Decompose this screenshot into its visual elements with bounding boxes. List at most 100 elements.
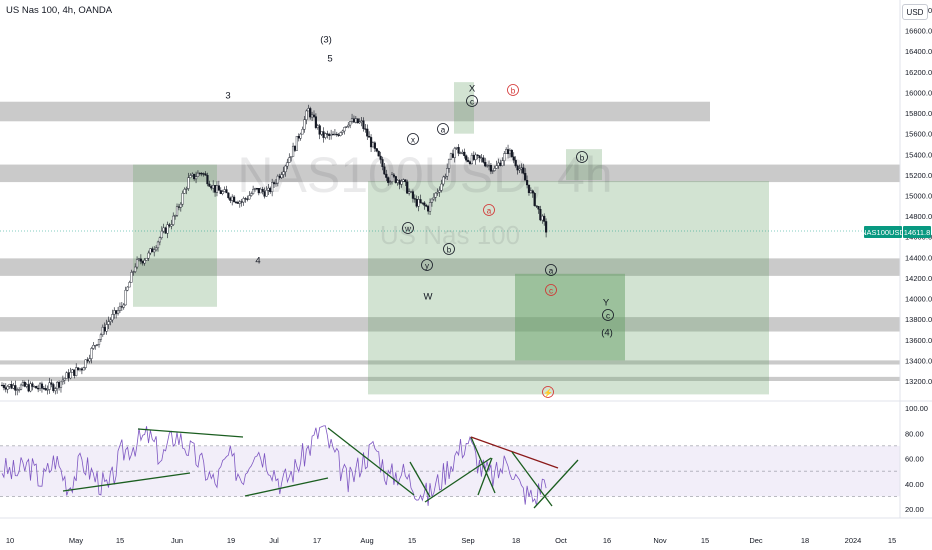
- candle: [447, 158, 451, 169]
- candle: [248, 195, 251, 200]
- candle: [465, 155, 468, 161]
- candle: [23, 382, 26, 387]
- candle: [0, 384, 4, 387]
- candle: [219, 190, 222, 194]
- candle: [48, 382, 51, 390]
- candles[interactable]: [0, 104, 548, 396]
- candle: [113, 310, 116, 315]
- candle: [463, 151, 466, 156]
- candle: [38, 383, 42, 389]
- rsi-pane[interactable]: [0, 425, 900, 506]
- candle: [478, 155, 481, 159]
- candle: [242, 198, 245, 203]
- candle: [42, 388, 45, 390]
- candle: [373, 142, 376, 149]
- candle: [476, 154, 479, 156]
- candle: [436, 191, 439, 194]
- candle: [503, 153, 506, 161]
- candle: [4, 387, 7, 390]
- price-pane[interactable]: [0, 0, 900, 400]
- trendline[interactable]: [470, 436, 559, 469]
- candle: [379, 155, 382, 160]
- trendline[interactable]: [477, 457, 493, 496]
- candle: [518, 168, 521, 171]
- candle: [303, 119, 306, 130]
- price-tick-label: 13600.0: [905, 336, 932, 345]
- candle: [6, 386, 9, 390]
- candle: [480, 157, 483, 159]
- wave-label: c: [470, 97, 474, 106]
- rsi-line: [1, 425, 547, 506]
- price-zones: [0, 82, 900, 395]
- candle: [352, 118, 356, 123]
- price-tick-label: 15600.0: [905, 130, 932, 139]
- time-axis[interactable]: 10 May 15 Jun 19 Jul 17 Aug 15 Sep 18 Oct 16 Nov 15 Dec…: [6, 536, 896, 545]
- candle: [25, 384, 28, 387]
- candle: [385, 173, 388, 178]
- wave-label: W: [424, 291, 433, 302]
- candle: [96, 344, 99, 346]
- price-tick-label: 15400.0: [905, 150, 932, 159]
- candle: [392, 174, 396, 177]
- candle: [309, 108, 312, 118]
- candle: [14, 385, 17, 391]
- candle: [210, 186, 213, 189]
- candle: [427, 206, 430, 212]
- candle: [398, 180, 401, 185]
- candle: [457, 147, 460, 154]
- candle: [156, 241, 160, 249]
- candle: [508, 150, 512, 155]
- candle: [368, 136, 371, 138]
- currency-button[interactable]: USD: [902, 4, 928, 20]
- trendline[interactable]: [424, 457, 492, 503]
- wave-label: c: [606, 311, 610, 320]
- candle: [531, 190, 534, 194]
- candle: [65, 372, 68, 379]
- candle: [56, 382, 59, 389]
- time-tick-label: 15: [888, 536, 896, 545]
- candle: [350, 118, 354, 122]
- trendline[interactable]: [409, 461, 431, 498]
- symbol-title[interactable]: US Nas 100, 4h, OANDA: [6, 5, 113, 16]
- candle: [282, 171, 285, 175]
- candle: [118, 306, 122, 311]
- rsi-trendlines: [62, 427, 579, 509]
- rsi-axis[interactable]: 100.00 80.00 60.00 40.00 20.00: [905, 404, 928, 514]
- candle: [145, 257, 148, 261]
- wave-circle: [421, 259, 433, 271]
- candle: [153, 249, 156, 253]
- candle: [543, 215, 546, 222]
- candle: [356, 118, 359, 124]
- price-axis[interactable]: 16800.016600.016400.016200.016000.015800…: [905, 6, 932, 386]
- trendline[interactable]: [62, 472, 191, 492]
- candle: [524, 173, 527, 181]
- candle: [115, 310, 118, 314]
- candle: [335, 133, 338, 136]
- trendline[interactable]: [470, 436, 496, 494]
- candle: [21, 382, 25, 386]
- trendline[interactable]: [533, 459, 579, 509]
- wave-label: y: [425, 261, 429, 270]
- candle: [451, 153, 454, 158]
- trendline[interactable]: [137, 428, 244, 438]
- candle: [67, 372, 70, 379]
- candle: [446, 168, 449, 177]
- candle: [50, 382, 53, 385]
- trendline[interactable]: [511, 451, 553, 507]
- candle: [255, 188, 259, 190]
- candle: [430, 198, 434, 203]
- candle: [428, 202, 432, 212]
- candle: [76, 367, 80, 370]
- candle: [193, 173, 196, 180]
- candle: [158, 237, 162, 243]
- wave-label: a: [441, 125, 446, 134]
- candle: [135, 259, 139, 268]
- candle: [470, 154, 474, 165]
- trendline[interactable]: [327, 427, 415, 496]
- candle: [409, 191, 413, 193]
- trendline[interactable]: [244, 477, 329, 497]
- wave-label: a: [549, 266, 554, 275]
- time-tick-label: Aug: [360, 536, 373, 545]
